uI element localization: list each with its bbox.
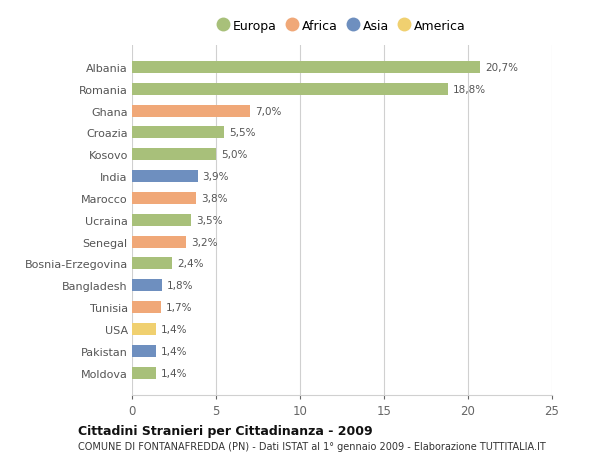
Bar [132,192,196,205]
Text: 7,0%: 7,0% [254,106,281,116]
Bar [132,127,224,139]
Text: 3,5%: 3,5% [196,215,223,225]
Text: 3,2%: 3,2% [191,237,217,247]
Bar [132,214,191,226]
Text: 18,8%: 18,8% [453,84,486,95]
Text: 5,5%: 5,5% [229,128,256,138]
Text: 5,0%: 5,0% [221,150,247,160]
Text: 3,9%: 3,9% [203,172,229,182]
Legend: Europa, Africa, Asia, America: Europa, Africa, Asia, America [215,17,469,35]
Bar [132,84,448,95]
Bar [132,171,197,183]
Text: 1,8%: 1,8% [167,281,194,291]
Bar [132,323,155,335]
Bar [132,149,216,161]
Bar [132,258,172,270]
Text: 1,4%: 1,4% [161,346,187,356]
Bar [132,106,250,118]
Bar [132,236,186,248]
Text: 2,4%: 2,4% [178,259,204,269]
Bar [132,280,162,292]
Bar [132,302,161,313]
Bar [132,367,155,379]
Text: 1,7%: 1,7% [166,302,192,313]
Bar [132,345,155,357]
Text: 1,4%: 1,4% [161,325,187,334]
Bar [132,62,480,74]
Text: COMUNE DI FONTANAFREDDA (PN) - Dati ISTAT al 1° gennaio 2009 - Elaborazione TUTT: COMUNE DI FONTANAFREDDA (PN) - Dati ISTA… [78,441,546,451]
Text: 1,4%: 1,4% [161,368,187,378]
Text: 3,8%: 3,8% [201,194,227,203]
Text: 20,7%: 20,7% [485,63,518,73]
Text: Cittadini Stranieri per Cittadinanza - 2009: Cittadini Stranieri per Cittadinanza - 2… [78,424,373,437]
